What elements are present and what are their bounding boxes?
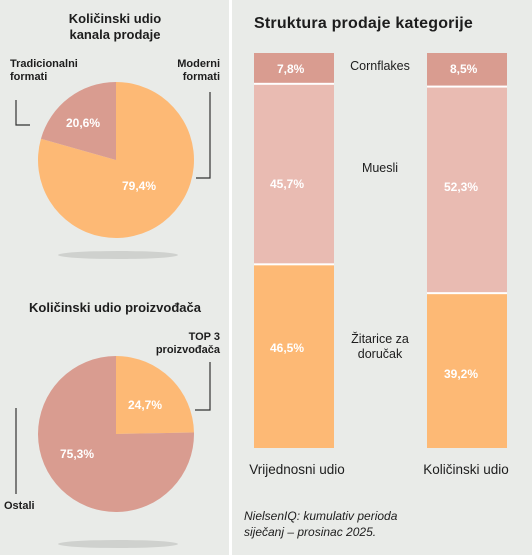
pie1-value-modern: 79,4% bbox=[122, 179, 157, 193]
panel-divider bbox=[229, 0, 232, 555]
pie1-label-traditional-line2: formati bbox=[10, 71, 48, 83]
bar-0-segment-0 bbox=[254, 264, 334, 448]
pie2-value-top3: 24,7% bbox=[128, 398, 163, 412]
pie2-slice-top3 bbox=[116, 356, 194, 434]
pie2-label-top3-line2: proizvođača bbox=[155, 344, 220, 356]
bar-1-segment-0 bbox=[427, 293, 507, 448]
bar-1-separator-2 bbox=[427, 85, 507, 88]
pie1-label-modern: Moderni formati bbox=[160, 58, 220, 84]
source-line1: NielsenIQ: kumulativ perioda bbox=[244, 509, 398, 523]
pie1-label-traditional: Tradicionalni formati bbox=[10, 58, 78, 84]
series-label-muesli: Muesli bbox=[361, 161, 399, 175]
pie2-title: Količinski udio proizvođača bbox=[29, 300, 201, 315]
pie1-label-modern-line2: formati bbox=[182, 71, 220, 83]
pie2-shadow bbox=[58, 540, 178, 548]
bar-1-segment-2 bbox=[427, 53, 507, 87]
pie1-label-traditional-line1: Tradicionalni bbox=[10, 58, 78, 70]
bar-1-segment-1 bbox=[427, 86, 507, 294]
pie1-title-line1: Količinski udio bbox=[68, 11, 162, 26]
pie1-title-line2: kanala prodaje bbox=[69, 27, 161, 42]
series-label-zitarice: Žitarice za doručak bbox=[333, 332, 427, 362]
pie1-title: Količinski udio kanala prodaje bbox=[40, 11, 190, 43]
source-line2: siječanj – prosinac 2025. bbox=[244, 525, 377, 539]
bar-category-volume-share: Količinski udio bbox=[423, 462, 509, 477]
pie1-label-modern-line1: Moderni bbox=[177, 58, 220, 70]
bar1-value-zitarice: 46,5% bbox=[270, 341, 305, 355]
bar2-value-zitarice: 39,2% bbox=[444, 367, 479, 381]
series-label-zitarice-line2: doručak bbox=[357, 347, 403, 361]
pie2-value-others: 75,3% bbox=[60, 447, 95, 461]
pie2-leader-top3 bbox=[195, 362, 211, 411]
series-label-cornflakes: Cornflakes bbox=[350, 59, 410, 73]
bar-0-separator-1 bbox=[254, 263, 334, 266]
bar-0-segment-2 bbox=[254, 53, 334, 84]
series-label-zitarice-line1: Žitarice za bbox=[351, 332, 409, 346]
bar-0-separator-2 bbox=[254, 82, 334, 85]
bar1-value-muesli: 45,7% bbox=[270, 177, 305, 191]
pie1-shadow bbox=[58, 251, 178, 259]
bar-1-separator-1 bbox=[427, 292, 507, 295]
bar2-value-cornflakes: 8,5% bbox=[450, 62, 478, 76]
pie2-slice-others bbox=[38, 356, 195, 512]
pie2-label-others: Ostali bbox=[4, 500, 35, 512]
source-note: NielsenIQ: kumulativ perioda siječanj – … bbox=[244, 508, 397, 540]
pie2-label-top3-line1: TOP 3 bbox=[188, 331, 220, 343]
bar2-value-muesli: 52,3% bbox=[444, 180, 479, 194]
pie1-leader-modern bbox=[196, 92, 211, 179]
pie2-label-top3: TOP 3 proizvođača bbox=[150, 331, 220, 357]
pie1-leader-traditional bbox=[15, 100, 30, 126]
bar-0-segment-1 bbox=[254, 83, 334, 265]
bar1-value-cornflakes: 7,8% bbox=[277, 62, 305, 76]
bar-category-value-share: Vrijednosni udio bbox=[249, 462, 345, 477]
bar-chart-title: Struktura prodaje kategorije bbox=[254, 15, 473, 32]
pie1-slice-traditional bbox=[40, 82, 117, 160]
pie1-value-traditional: 20,6% bbox=[66, 116, 101, 130]
